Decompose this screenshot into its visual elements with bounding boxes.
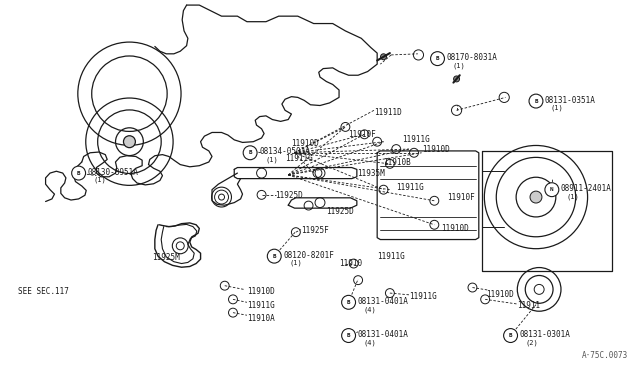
Circle shape [529,94,543,108]
Text: (1): (1) [289,260,302,266]
Text: 11910A: 11910A [247,314,275,323]
Text: (2): (2) [525,339,538,346]
Text: (1): (1) [567,193,579,200]
Text: 11910: 11910 [339,259,362,268]
Text: 11911G: 11911G [377,251,405,261]
Circle shape [72,166,86,180]
Text: (1): (1) [265,157,278,163]
Text: 08134-0501A: 08134-0501A [259,147,310,156]
Circle shape [454,76,460,82]
Circle shape [504,328,518,343]
Text: N: N [550,187,554,192]
Text: 11911G: 11911G [285,154,313,163]
Text: 11910B: 11910B [383,157,412,167]
Text: 08131-0351A: 08131-0351A [545,96,596,105]
Text: 11911G: 11911G [396,183,424,192]
Text: 11910D: 11910D [441,224,468,233]
Text: 08131-0401A: 08131-0401A [358,330,408,339]
Text: 08131-0301A: 08131-0301A [520,330,570,339]
Circle shape [431,52,444,65]
Text: 11911: 11911 [517,301,540,311]
Circle shape [381,54,387,60]
Text: 11911D: 11911D [374,108,402,117]
Circle shape [530,191,542,203]
Text: 08130-8951A: 08130-8951A [88,167,138,177]
Text: 11910D: 11910D [247,287,275,296]
Text: 11910D: 11910D [486,291,514,299]
Circle shape [124,136,136,148]
Text: (1): (1) [452,62,465,69]
Circle shape [342,295,356,309]
Text: 08120-8201F: 08120-8201F [283,251,334,260]
Text: SEE SEC.117: SEE SEC.117 [19,287,69,296]
Text: 11925F: 11925F [301,226,329,235]
Text: B: B [509,333,512,338]
Circle shape [243,146,257,160]
Text: B: B [436,56,439,61]
Text: 11911G: 11911G [409,292,436,301]
Text: A·75C.0073: A·75C.0073 [582,350,628,359]
Text: B: B [534,99,538,103]
Text: B: B [248,150,252,155]
Text: 11910D: 11910D [291,139,319,148]
Text: 08911-2401A: 08911-2401A [561,184,612,193]
Text: 11925M: 11925M [152,253,179,263]
Circle shape [268,249,281,263]
Text: 11911G: 11911G [247,301,275,311]
Text: (1): (1) [551,105,564,111]
Text: 08170-8031A: 08170-8031A [447,53,497,62]
Circle shape [342,328,356,343]
Circle shape [545,183,559,197]
Text: (4): (4) [364,306,376,312]
Text: 11925D: 11925D [276,191,303,200]
Text: B: B [77,171,81,176]
Text: 11910F: 11910F [349,130,376,139]
Text: (1): (1) [93,177,106,183]
Text: 11935M: 11935M [357,169,385,177]
Text: 11911G: 11911G [403,135,430,144]
Text: 11910D: 11910D [422,145,449,154]
Text: 08131-0401A: 08131-0401A [358,297,408,306]
Text: (4): (4) [364,339,376,346]
Text: 11910F: 11910F [447,193,475,202]
Text: B: B [347,333,350,338]
Text: B: B [273,254,276,259]
Text: 11925D: 11925D [326,207,354,217]
Text: B: B [347,300,350,305]
